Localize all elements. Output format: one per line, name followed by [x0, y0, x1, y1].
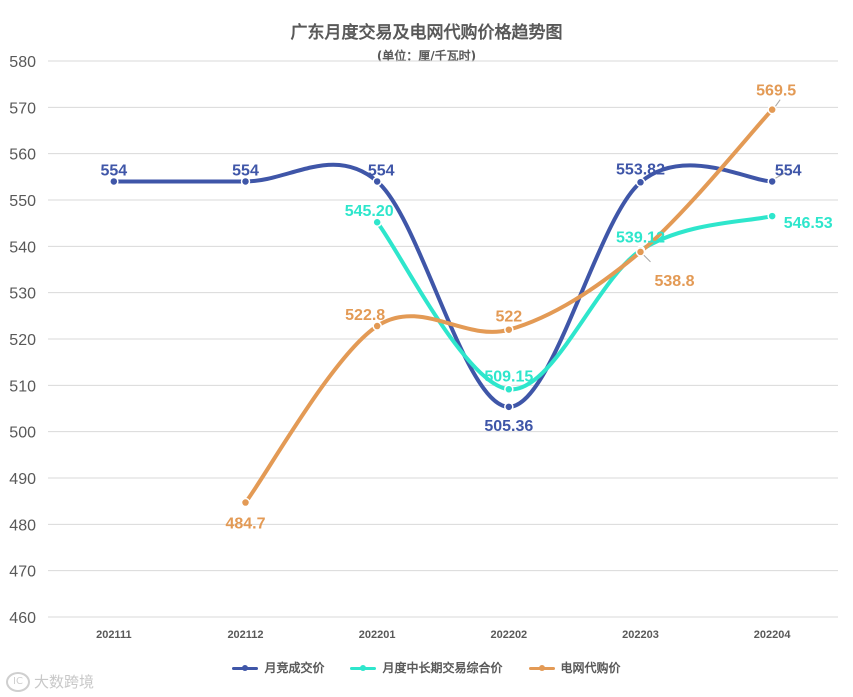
data-point — [240, 176, 251, 187]
y-tick-label: 490 — [9, 471, 36, 488]
watermark: IC 大数跨境 — [6, 671, 94, 692]
series-line-2 — [243, 107, 775, 505]
legend-swatch-1 — [350, 662, 377, 674]
legend-label-1: 月度中长期交易综合价 — [382, 661, 503, 675]
chart-subtitle: (单位：厘/千瓦时) — [376, 49, 477, 63]
legend-item-0[interactable]: 月竞成交价 — [232, 659, 324, 676]
data-point — [240, 497, 251, 508]
data-point — [372, 176, 382, 187]
y-tick-label: 580 — [9, 54, 36, 71]
y-tick-label: 560 — [9, 147, 36, 164]
legend-label-0: 月竞成交价 — [264, 661, 325, 675]
data-label: 554 — [232, 162, 259, 179]
data-label: 509.15 — [484, 368, 533, 385]
y-tick-label: 520 — [9, 332, 36, 349]
x-tick-label: 202203 — [622, 629, 659, 641]
y-tick-label: 570 — [9, 100, 36, 117]
x-tick-label: 202202 — [490, 629, 527, 641]
series-points — [109, 104, 777, 508]
data-point — [504, 402, 514, 412]
data-label: 538.8 — [655, 273, 695, 290]
data-label: 553.82 — [616, 161, 665, 178]
data-label: 554 — [368, 162, 395, 179]
data-point — [504, 384, 514, 395]
watermark-logo-icon: IC — [6, 671, 30, 692]
legend-item-1[interactable]: 月度中长期交易综合价 — [350, 659, 503, 676]
x-tick-label: 202204 — [754, 629, 792, 641]
data-label: 484.7 — [225, 516, 265, 533]
legend-swatch-2 — [528, 662, 555, 674]
gridlines — [48, 60, 838, 618]
data-label: 546.53 — [784, 215, 833, 232]
label-leader-line — [774, 173, 785, 179]
data-label: 522 — [495, 309, 522, 326]
label-leaders — [643, 99, 785, 263]
data-point — [504, 324, 514, 335]
series-lines — [111, 107, 775, 505]
legend-item-2[interactable]: 电网代购价 — [528, 659, 621, 676]
y-tick-label: 500 — [9, 425, 36, 442]
data-point — [372, 217, 382, 227]
y-tick-label: 540 — [9, 239, 36, 256]
legend-label-2: 电网代购价 — [560, 661, 621, 675]
data-label: 569.5 — [756, 83, 796, 100]
y-tick-label: 470 — [9, 564, 36, 581]
legend: 月竞成交价 月度中长期交易综合价 电网代购价 — [0, 659, 853, 676]
data-point — [635, 247, 646, 257]
data-labels: 554 554 554 505.36 553.82 554 545.20 509.15 539.… — [100, 83, 832, 533]
data-point — [767, 176, 777, 187]
y-axis-ticks: 460 470 480 490 500 510 520 530 540 550 560 570 580 — [9, 54, 36, 627]
label-leader-line — [643, 254, 651, 263]
y-tick-label: 510 — [9, 378, 36, 395]
y-tick-label: 530 — [9, 286, 36, 303]
x-tick-label: 202201 — [359, 629, 396, 641]
data-label: 505.36 — [484, 418, 533, 435]
data-label: 554 — [100, 162, 127, 179]
data-point — [767, 104, 777, 115]
label-leader-line — [774, 99, 781, 107]
chart-title: 广东月度交易及电网代购价格趋势图 — [290, 23, 563, 43]
y-tick-label: 460 — [9, 610, 36, 627]
y-tick-label: 550 — [9, 193, 36, 210]
data-point — [767, 211, 777, 221]
watermark-text: 大数跨境 — [34, 673, 95, 691]
y-tick-label: 480 — [9, 517, 36, 534]
data-point — [109, 176, 119, 187]
data-label: 554 — [775, 162, 802, 179]
x-axis-ticks: 202111 202112 202201 202202 202203 202204 — [96, 629, 791, 641]
data-label: 522.8 — [345, 307, 385, 324]
x-tick-label: 202112 — [227, 629, 263, 641]
data-label: 539.12 — [616, 229, 665, 246]
x-tick-label: 202111 — [96, 629, 132, 641]
data-label: 545.20 — [345, 203, 394, 220]
legend-swatch-0 — [232, 662, 259, 674]
series-line-1 — [375, 214, 775, 392]
data-point — [372, 321, 382, 331]
data-point — [635, 177, 646, 188]
